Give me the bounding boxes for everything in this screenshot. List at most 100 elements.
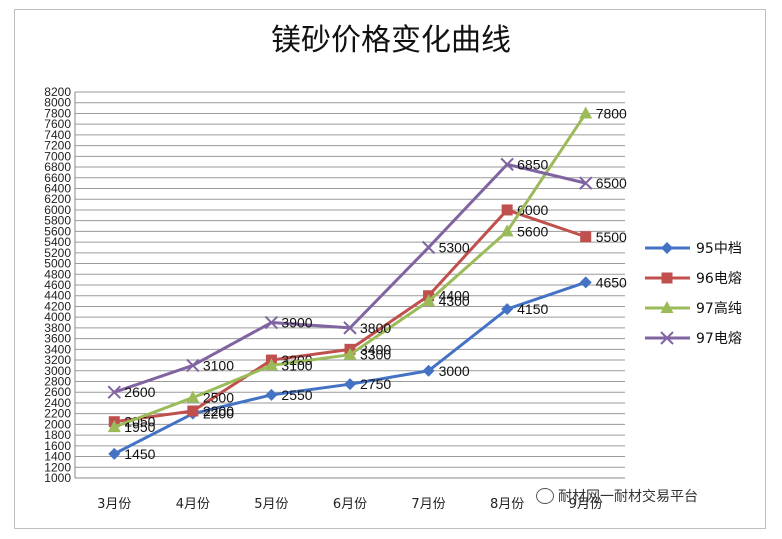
data-label: 5500 [596, 229, 627, 245]
data-point [264, 315, 279, 330]
legend-label: 95中档 [696, 241, 742, 257]
y-tick-label: 8000 [44, 96, 71, 110]
y-tick-label: 4200 [44, 299, 71, 313]
y-tick-label: 2600 [44, 385, 71, 399]
y-tick-label: 5200 [44, 246, 71, 260]
data-label: 5300 [439, 239, 470, 255]
data-point [186, 358, 200, 373]
y-tick-label: 4600 [44, 278, 71, 292]
legend-label: 97电熔 [696, 331, 742, 347]
y-tick-label: 3400 [44, 342, 71, 356]
data-point [500, 157, 514, 172]
data-point [108, 447, 121, 460]
data-label: 2500 [203, 390, 234, 406]
legend-label: 96电熔 [696, 271, 742, 287]
data-label: 3100 [281, 357, 312, 373]
data-label: 2200 [203, 406, 234, 422]
y-tick-label: 1200 [44, 460, 71, 474]
y-tick-label: 3600 [44, 332, 71, 346]
legend-entry: 97高纯 [645, 300, 742, 317]
x-tick-label: 8月份 [490, 497, 524, 512]
watermark: 耐材网一耐材交易平台 [536, 486, 698, 506]
data-label: 3400 [360, 341, 391, 357]
legend-entry: 95中档 [645, 241, 742, 257]
data-point [580, 231, 592, 243]
y-tick-label: 5600 [44, 224, 71, 238]
series-97电熔: 2600 3100 3900 3800 5300 6850 6500 [107, 156, 627, 400]
x-tick-label: 7月份 [411, 497, 445, 512]
y-tick-label: 7200 [44, 139, 71, 153]
data-label: 5600 [517, 223, 548, 239]
y-tick-label: 1400 [44, 450, 71, 464]
x-tick-label: 3月份 [97, 497, 131, 512]
y-tick-label: 2400 [44, 396, 71, 410]
data-point [264, 358, 278, 371]
data-label: 1950 [124, 419, 155, 435]
y-tick-label: 3800 [44, 321, 71, 335]
data-point [107, 385, 121, 399]
series-group: 1450220025502750300041504650205022003200… [107, 105, 627, 462]
data-point [579, 276, 592, 289]
x-axis-ticks: 3月份 4月份 5月份 6月份 7月份 8月份 9月份 [97, 497, 603, 512]
data-label: 2050 [124, 414, 155, 430]
legend-entry: 97电熔 [645, 331, 742, 347]
data-point [265, 388, 278, 401]
data-point [501, 303, 514, 316]
data-label: 2550 [281, 387, 312, 403]
y-tick-label: 2800 [44, 375, 71, 389]
y-tick-label: 4000 [44, 310, 71, 324]
legend-marker [660, 301, 674, 313]
y-axis-ticks: 1000120014001600180020002200240026002800… [44, 85, 71, 485]
y-tick-label: 2000 [44, 417, 71, 431]
chart-title: 镁砂价格变化曲线 [271, 23, 511, 58]
y-tick-label: 7000 [44, 149, 71, 163]
data-point [343, 321, 357, 335]
y-tick-label: 7800 [44, 106, 71, 120]
data-point [422, 294, 436, 307]
data-label: 3800 [360, 320, 391, 336]
y-tick-label: 4400 [44, 289, 71, 303]
series-97高纯: 1950 2500 3100 3300 4300 5600 7800 [107, 105, 627, 435]
x-tick-label: 4月份 [176, 497, 210, 512]
data-point [343, 347, 357, 360]
y-tick-label: 5400 [44, 235, 71, 249]
data-point [186, 390, 200, 403]
data-label: 4650 [596, 274, 627, 290]
y-tick-label: 3000 [44, 364, 71, 378]
grid-lines [74, 91, 625, 479]
wechat-icon [536, 488, 554, 504]
y-tick-label: 6400 [44, 182, 71, 196]
data-point [187, 405, 199, 417]
y-tick-label: 5800 [44, 214, 71, 228]
legend-label: 97高纯 [696, 300, 742, 317]
data-label: 4150 [517, 301, 548, 317]
data-point [579, 176, 593, 190]
watermark-text: 耐材网一耐材交易平台 [558, 489, 698, 505]
data-point [579, 106, 593, 119]
legend: 95中档 96电熔 97高纯 97电熔 [645, 241, 742, 347]
legend-marker [661, 242, 673, 254]
legend-marker [661, 272, 673, 284]
data-point [344, 378, 356, 391]
y-tick-label: 8200 [44, 85, 71, 99]
y-tick-label: 2200 [44, 407, 71, 421]
data-point [422, 364, 435, 377]
y-tick-label: 3200 [44, 353, 71, 367]
data-label: 4400 [439, 288, 470, 304]
data-label: 2200 [203, 403, 234, 419]
y-tick-label: 1600 [44, 439, 71, 453]
y-tick-label: 6600 [44, 171, 71, 185]
x-tick-label: 9月份 [569, 497, 603, 512]
data-point [501, 204, 513, 216]
data-label: 4300 [439, 293, 470, 309]
data-label: 3900 [281, 315, 312, 331]
y-tick-label: 1800 [44, 428, 71, 442]
y-tick-label: 6800 [44, 160, 71, 174]
y-tick-label: 4800 [44, 267, 71, 281]
y-tick-label: 6200 [44, 192, 71, 206]
data-label: 7800 [596, 105, 627, 121]
data-label: 1450 [124, 446, 155, 462]
data-label: 3300 [360, 347, 391, 363]
y-tick-label: 7400 [44, 128, 71, 142]
